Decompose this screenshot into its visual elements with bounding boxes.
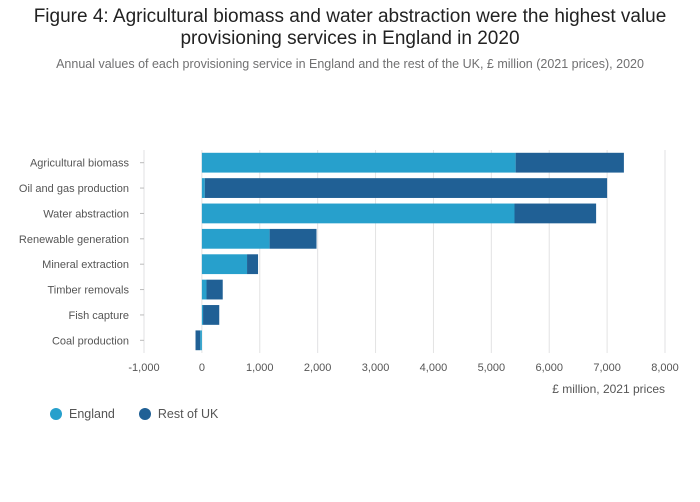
x-tick-label: 7,000 <box>593 362 621 374</box>
legend-swatch-rest-of-uk <box>138 408 151 420</box>
legend-item-rest-of-uk[interactable]: Rest of UK <box>138 407 219 421</box>
bar-rest-of-uk <box>515 152 624 173</box>
bar-rest-of-uk <box>204 178 608 198</box>
y-category-label: Fish capture <box>68 310 129 322</box>
legend: England Rest of UK <box>50 407 218 421</box>
legend-label-rest-of-uk: Rest of UK <box>157 407 219 421</box>
x-tick-label: 5,000 <box>478 362 506 374</box>
y-category-label: Oil and gas production <box>19 183 129 195</box>
bar-rest-of-uk <box>514 203 597 224</box>
bar-england <box>201 305 204 325</box>
bar-england <box>200 330 202 351</box>
legend-swatch-england <box>50 408 62 420</box>
bar-england <box>201 152 516 173</box>
bar-rest-of-uk <box>269 228 317 249</box>
bar-england <box>201 178 205 198</box>
bar-england <box>201 279 207 300</box>
x-tick-label: 8,000 <box>651 362 679 374</box>
x-tick-label: 4,000 <box>420 362 448 374</box>
bar-rest-of-uk <box>247 254 259 275</box>
bar-rest-of-uk <box>195 330 201 351</box>
y-category-label: Renewable generation <box>19 234 129 246</box>
y-category-label: Water abstraction <box>43 208 129 220</box>
x-tick-label: 6,000 <box>535 362 563 374</box>
chart-subtitle: Annual values of each provisioning servi… <box>56 57 644 71</box>
y-category-label: Coal production <box>52 335 129 347</box>
x-axis-label: £ million, 2021 prices <box>552 382 665 396</box>
x-tick-label: -1,000 <box>128 362 159 374</box>
bar-rest-of-uk <box>206 279 223 300</box>
y-category-label: Mineral extraction <box>42 259 129 271</box>
x-tick-label: 2,000 <box>304 362 332 374</box>
y-category-label: Timber removals <box>48 285 130 297</box>
bar-rest-of-uk <box>203 305 220 325</box>
bar-england <box>201 203 515 224</box>
x-tick-label: 0 <box>199 362 205 374</box>
x-tick-label: 3,000 <box>362 362 390 374</box>
legend-item-england[interactable]: England <box>50 407 115 421</box>
bar-england <box>201 228 270 249</box>
legend-label-england: England <box>69 407 115 421</box>
bar-england <box>201 254 248 275</box>
x-tick-label: 1,000 <box>246 362 274 374</box>
chart-title: Figure 4: Agricultural biomass and water… <box>33 6 667 49</box>
y-category-label: Agricultural biomass <box>30 158 130 170</box>
